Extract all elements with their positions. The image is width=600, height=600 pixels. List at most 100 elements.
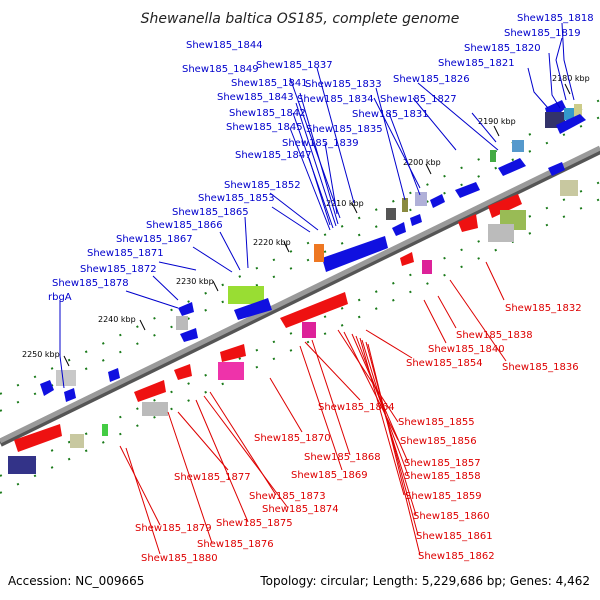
gene-arrow bbox=[180, 328, 198, 342]
gene-label: Shew185_1860 bbox=[413, 511, 490, 522]
gene-label: Shew185_1869 bbox=[291, 470, 368, 481]
gene-arrow bbox=[430, 194, 445, 208]
gene-label: Shew185_1835 bbox=[306, 124, 383, 135]
gene-arrow bbox=[134, 380, 166, 402]
gene-arrow bbox=[174, 364, 192, 380]
gene-label: Shew185_1837 bbox=[256, 60, 333, 71]
gene-label: Shew185_1862 bbox=[418, 551, 495, 562]
gene-box bbox=[218, 362, 244, 380]
scale-label: 2180 kbp bbox=[552, 74, 590, 83]
gene-label: Shew185_1839 bbox=[282, 138, 359, 149]
gene-label: Shew185_1867 bbox=[116, 234, 193, 245]
gene-label: Shew185_1832 bbox=[505, 303, 582, 314]
gene-box bbox=[142, 402, 168, 416]
gene-box bbox=[490, 150, 496, 162]
scale-label: 2200 kbp bbox=[403, 158, 441, 167]
gene-arrow bbox=[498, 158, 526, 176]
scale-label: 2190 kbp bbox=[478, 117, 516, 126]
gene-label: Shew185_1845 bbox=[226, 122, 303, 133]
gene-label: Shew185_1858 bbox=[404, 471, 481, 482]
top-gene-labels: Shew185_1818 Shew185_1819 Shew185_1820 S… bbox=[48, 13, 594, 303]
gene-label: Shew185_1859 bbox=[405, 491, 482, 502]
gene-arrow bbox=[410, 214, 422, 226]
gene-label: Shew185_1874 bbox=[262, 504, 339, 515]
gene-label: Shew185_1853 bbox=[198, 193, 275, 204]
gene-box bbox=[574, 104, 582, 118]
gene-arrow bbox=[64, 388, 76, 402]
gene-label: Shew185_1856 bbox=[400, 436, 477, 447]
gene-label: Shew185_1841 bbox=[231, 78, 308, 89]
gene-box bbox=[415, 192, 427, 206]
gene-label: Shew185_1844 bbox=[186, 40, 263, 51]
gene-box bbox=[8, 456, 36, 474]
bottom-strand-genes bbox=[8, 180, 578, 474]
gene-label: Shew185_1833 bbox=[305, 79, 382, 90]
gene-label: Shew185_1871 bbox=[87, 248, 164, 259]
gene-label: rbgA bbox=[48, 292, 72, 303]
bottom-gene-labels: Shew185_1832 Shew185_1838 Shew185_1840 S… bbox=[135, 303, 582, 564]
gene-arrow bbox=[40, 380, 54, 396]
gene-box bbox=[488, 224, 514, 242]
gene-box bbox=[402, 198, 408, 212]
gene-label: Shew185_1849 bbox=[182, 64, 259, 75]
gene-label: Shew185_1820 bbox=[464, 43, 541, 54]
genome-summary-text: Topology: circular; Length: 5,229,686 bp… bbox=[260, 574, 590, 588]
gene-label: Shew185_1870 bbox=[254, 433, 331, 444]
gene-label: Shew185_1818 bbox=[517, 13, 594, 24]
gene-arrow bbox=[234, 298, 272, 320]
gene-label: Shew185_1854 bbox=[406, 358, 483, 369]
gene-label: Shew185_1880 bbox=[141, 553, 218, 564]
scale-label: 2220 kbp bbox=[253, 238, 291, 247]
gene-label: Shew185_1857 bbox=[404, 458, 481, 469]
gene-label: Shew185_1864 bbox=[318, 402, 395, 413]
gene-label: Shew185_1877 bbox=[174, 472, 251, 483]
gene-label: Shew185_1847 bbox=[235, 150, 312, 161]
gene-label: Shew185_1872 bbox=[80, 264, 157, 275]
gene-arrow bbox=[178, 302, 194, 316]
gene-label: Shew185_1842 bbox=[229, 108, 306, 119]
gene-label: Shew185_1840 bbox=[428, 344, 505, 355]
gene-label: Shew185_1852 bbox=[224, 180, 301, 191]
top-strand-genes bbox=[40, 100, 586, 402]
gene-box bbox=[564, 108, 576, 120]
gene-box bbox=[176, 316, 188, 330]
gene-box bbox=[422, 260, 432, 274]
gene-label: Shew185_1836 bbox=[502, 362, 579, 373]
scale-label: 2210 kbp bbox=[326, 199, 364, 208]
gene-arrow bbox=[488, 194, 522, 218]
top-leader-lines bbox=[59, 22, 575, 389]
gene-box bbox=[302, 322, 316, 338]
gene-arrow bbox=[14, 424, 62, 452]
gene-label: Shew185_1819 bbox=[504, 28, 581, 39]
accession-text: Accession: NC_009665 bbox=[8, 574, 145, 588]
gene-label: Shew185_1875 bbox=[216, 518, 293, 529]
gene-label: Shew185_1838 bbox=[456, 330, 533, 341]
gene-box bbox=[56, 370, 76, 386]
gene-label: Shew185_1868 bbox=[304, 452, 381, 463]
scale-labels: 2180 kbp 2190 kbp 2200 kbp 2210 kbp 2220… bbox=[22, 74, 590, 359]
gene-arrow bbox=[556, 114, 586, 134]
gene-arrow bbox=[458, 214, 478, 232]
genome-backbone bbox=[0, 145, 600, 447]
scale-label: 2240 kbp bbox=[98, 315, 136, 324]
scale-ticks bbox=[63, 83, 571, 367]
scale-label: 2230 kbp bbox=[176, 277, 214, 286]
gene-box bbox=[70, 434, 84, 448]
gene-label: Shew185_1843 bbox=[217, 92, 294, 103]
gene-box bbox=[560, 180, 578, 196]
gene-label: Shew185_1865 bbox=[172, 207, 249, 218]
gene-arrow bbox=[392, 222, 406, 236]
map-title: Shewanella baltica OS185, complete genom… bbox=[141, 11, 460, 27]
gene-box bbox=[386, 208, 396, 220]
gene-label: Shew185_1861 bbox=[416, 531, 493, 542]
gene-label: Shew185_1876 bbox=[197, 539, 274, 550]
gene-arrow bbox=[220, 344, 246, 362]
gene-label: Shew185_1831 bbox=[352, 109, 429, 120]
gene-label: Shew185_1826 bbox=[393, 74, 470, 85]
gene-arrow bbox=[455, 182, 480, 198]
gene-arrow bbox=[548, 162, 565, 176]
gene-label: Shew185_1855 bbox=[398, 417, 475, 428]
gene-label: Shew185_1873 bbox=[249, 491, 326, 502]
gene-box bbox=[228, 286, 264, 304]
